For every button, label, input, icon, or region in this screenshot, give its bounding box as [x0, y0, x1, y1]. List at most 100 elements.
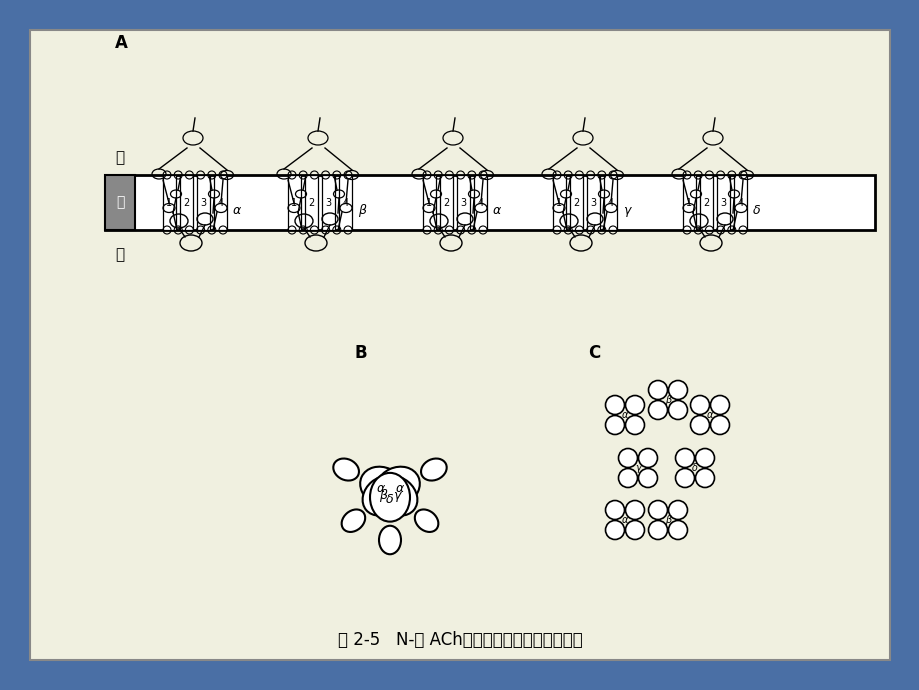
Text: 1: 1 [686, 197, 692, 208]
Text: 1: 1 [166, 197, 173, 208]
Ellipse shape [379, 526, 401, 554]
Text: 外: 外 [115, 150, 124, 166]
Text: 1: 1 [426, 197, 432, 208]
Circle shape [605, 395, 624, 415]
Text: β: β [664, 395, 670, 405]
Text: β: β [664, 515, 670, 525]
Text: α: α [233, 204, 241, 217]
Bar [604, 175, 617, 230]
Text: α: α [395, 482, 403, 495]
Text: 3: 3 [200, 197, 207, 208]
Circle shape [709, 415, 729, 435]
Text: 4: 4 [607, 197, 613, 208]
Circle shape [668, 500, 686, 520]
Circle shape [668, 380, 686, 400]
Text: α: α [621, 410, 628, 420]
Circle shape [605, 500, 624, 520]
Text: δ: δ [386, 493, 393, 506]
Bar [197, 175, 210, 230]
Circle shape [638, 448, 657, 468]
Circle shape [668, 400, 686, 420]
Text: β: β [379, 489, 387, 502]
Bar [457, 175, 470, 230]
Text: 2: 2 [443, 197, 449, 208]
Text: 3: 3 [460, 197, 466, 208]
Circle shape [668, 520, 686, 540]
Text: γ: γ [622, 204, 630, 217]
Bar [105, 175, 874, 230]
Bar [473, 175, 486, 230]
Text: 3: 3 [325, 197, 331, 208]
Circle shape [638, 469, 657, 488]
Ellipse shape [362, 476, 403, 515]
Bar [163, 175, 176, 230]
Circle shape [695, 469, 714, 488]
Bar [214, 175, 227, 230]
Text: 2: 2 [573, 197, 579, 208]
Bar [305, 175, 318, 230]
Text: α: α [376, 482, 384, 495]
Bar [682, 175, 696, 230]
Bar [322, 175, 335, 230]
Circle shape [605, 415, 624, 435]
Text: A: A [115, 34, 128, 52]
Circle shape [675, 469, 694, 488]
Text: 4: 4 [342, 197, 348, 208]
Bar [570, 175, 583, 230]
Bar [180, 175, 193, 230]
Circle shape [625, 500, 644, 520]
Ellipse shape [421, 459, 447, 480]
Circle shape [648, 400, 667, 420]
Circle shape [690, 415, 709, 435]
Text: 2: 2 [703, 197, 709, 208]
Text: α: α [706, 410, 712, 420]
Circle shape [618, 469, 637, 488]
Text: 1: 1 [291, 197, 297, 208]
Circle shape [648, 520, 667, 540]
Text: γ: γ [634, 463, 641, 473]
Circle shape [648, 500, 667, 520]
Text: 内: 内 [115, 248, 124, 262]
Bar [288, 175, 301, 230]
Bar [338, 175, 352, 230]
Bar [552, 175, 565, 230]
Text: δ: δ [691, 463, 698, 473]
Text: 1: 1 [556, 197, 562, 208]
Text: B: B [355, 344, 368, 362]
Circle shape [618, 448, 637, 468]
Text: δ: δ [752, 204, 760, 217]
Bar [105, 175, 135, 230]
Circle shape [690, 395, 709, 415]
Text: 4: 4 [477, 197, 483, 208]
Bar [733, 175, 746, 230]
Ellipse shape [414, 509, 437, 532]
Ellipse shape [333, 459, 358, 480]
Text: 膜: 膜 [116, 195, 124, 210]
Text: 2: 2 [308, 197, 314, 208]
Bar [716, 175, 729, 230]
Text: 3: 3 [590, 197, 596, 208]
Bar [423, 175, 436, 230]
Text: 4: 4 [217, 197, 223, 208]
Circle shape [625, 520, 644, 540]
Text: α: α [621, 515, 628, 525]
Circle shape [605, 520, 624, 540]
Text: β: β [357, 204, 366, 217]
Circle shape [675, 448, 694, 468]
Ellipse shape [375, 466, 419, 506]
Bar [586, 175, 599, 230]
Circle shape [709, 395, 729, 415]
Bar [699, 175, 712, 230]
Text: 3: 3 [720, 197, 726, 208]
Ellipse shape [359, 466, 404, 506]
Bar [439, 175, 452, 230]
Ellipse shape [369, 473, 410, 522]
Text: 图 2-5   N-型 ACh门控通道的分子结构示意图: 图 2-5 N-型 ACh门控通道的分子结构示意图 [337, 631, 582, 649]
Circle shape [695, 448, 714, 468]
Ellipse shape [376, 476, 417, 515]
Text: α: α [493, 204, 501, 217]
Circle shape [625, 415, 644, 435]
Circle shape [625, 395, 644, 415]
Ellipse shape [341, 509, 365, 532]
Text: 4: 4 [737, 197, 743, 208]
